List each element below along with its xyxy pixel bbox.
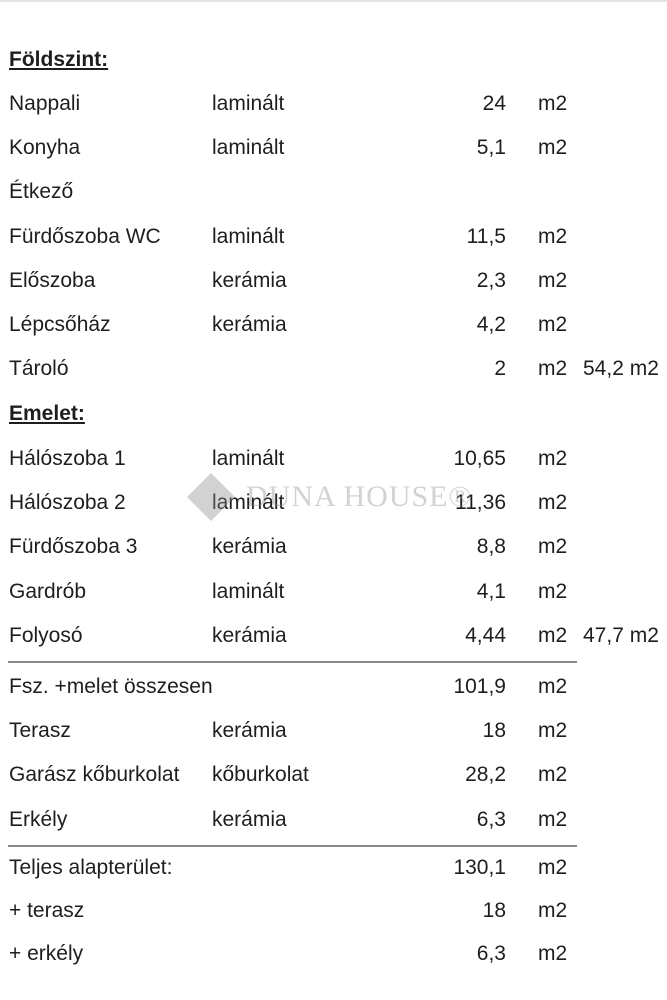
room-area: 101,9: [453, 675, 506, 698]
room-area: 5,1: [476, 136, 506, 160]
room-name: Garász kőburkolat: [9, 763, 180, 787]
section-heading: Emelet:: [0, 399, 667, 429]
room-name: + terasz: [9, 899, 85, 922]
area-unit: m2: [538, 357, 568, 381]
section-title: Emelet:: [9, 402, 85, 425]
room-material: laminált: [212, 447, 285, 470]
room-area: 8,8: [476, 535, 506, 559]
floor-total: 54,2 m2: [583, 357, 659, 381]
room-name: + erkély: [9, 942, 84, 965]
table-row: Tároló 2 m2 54,2 m2: [0, 354, 667, 384]
room-name: Teljes alapterület:: [9, 856, 173, 879]
room-name: Tároló: [9, 357, 69, 381]
section-heading: Földszint:: [0, 45, 667, 75]
area-unit: m2: [538, 224, 568, 248]
room-area: 18: [482, 719, 506, 743]
room-area: 10,65: [453, 447, 506, 470]
room-area: 11,36: [455, 491, 506, 515]
table-row: Előszoba kerámia 2,3 m2: [0, 266, 667, 296]
room-name: Fsz. +melet összesen: [9, 675, 213, 698]
table-row: Gardrób laminált 4,1 m2: [0, 577, 667, 607]
room-material: kőburkolat: [212, 763, 309, 787]
area-unit: m2: [538, 535, 568, 559]
room-name: Nappali: [9, 92, 81, 115]
divider-line: [8, 661, 577, 663]
table-row: Étkező: [0, 177, 667, 207]
table-row: Terasz kerámia 18 m2: [0, 716, 667, 746]
table-row: Fsz. +melet összesen 101,9 m2: [0, 672, 667, 702]
table-row: Teljes alapterület: 130,1 m2: [0, 853, 667, 883]
room-material: laminált: [212, 579, 285, 603]
room-name: Gardrób: [9, 579, 87, 603]
divider-line: [8, 845, 577, 847]
room-area: 6,3: [476, 807, 506, 831]
room-material: laminált: [212, 136, 285, 160]
room-name: Előszoba: [9, 268, 96, 292]
room-name: Fürdőszoba 3: [9, 535, 138, 559]
room-area: 2: [494, 357, 506, 381]
room-name: Hálószoba 1: [9, 447, 126, 470]
room-area: 28,2: [465, 763, 506, 787]
room-name: Terasz: [9, 719, 71, 743]
room-area: 130,1: [453, 856, 506, 879]
table-row: Lépcsőház kerámia 4,2 m2: [0, 310, 667, 340]
table-row: Hálószoba 2 laminált 11,36 m2: [0, 488, 667, 518]
room-material: laminált: [212, 224, 285, 248]
area-unit: m2: [538, 623, 568, 647]
table-row: Konyha laminált 5,1 m2: [0, 133, 667, 163]
table-row: Folyosó kerámia 4,44 m2 47,7 m2: [0, 621, 667, 651]
area-unit: m2: [538, 447, 568, 470]
area-unit: m2: [538, 268, 568, 292]
room-area: 24: [482, 92, 506, 115]
room-area: 4,44: [465, 623, 506, 647]
table-row: Fürdőszoba 3 kerámia 8,8 m2: [0, 532, 667, 562]
room-name: Erkély: [9, 807, 68, 831]
room-name: Konyha: [9, 136, 81, 160]
room-name: Folyosó: [9, 623, 83, 647]
area-unit: m2: [538, 807, 568, 831]
page-top-edge: [0, 0, 667, 2]
room-area: 6,3: [476, 942, 506, 965]
floor-total: 47,7 m2: [583, 623, 659, 647]
table-row: + terasz 18 m2: [0, 896, 667, 926]
room-material: laminált: [212, 92, 285, 115]
room-area: 4,2: [476, 313, 506, 336]
room-area: 18: [482, 899, 506, 922]
table-row: Hálószoba 1 laminált 10,65 m2: [0, 444, 667, 474]
room-material: kerámia: [212, 268, 287, 292]
area-unit: m2: [538, 763, 568, 787]
room-area: 11,5: [466, 224, 506, 248]
room-name: Fürdőszoba WC: [9, 224, 161, 248]
room-material: kerámia: [212, 719, 287, 743]
room-material: kerámia: [212, 623, 287, 647]
room-name: Lépcsőház: [9, 313, 111, 336]
table-row: Garász kőburkolat kőburkolat 28,2 m2: [0, 760, 667, 790]
area-unit: m2: [538, 313, 568, 336]
area-unit: m2: [538, 136, 568, 160]
table-row: Nappali laminált 24 m2: [0, 89, 667, 119]
room-name: Hálószoba 2: [9, 491, 126, 515]
table-row: Erkély kerámia 6,3 m2: [0, 805, 667, 835]
area-unit: m2: [538, 92, 568, 115]
area-unit: m2: [538, 856, 568, 879]
area-unit: m2: [538, 579, 568, 603]
room-material: kerámia: [212, 535, 287, 559]
area-unit: m2: [538, 942, 568, 965]
room-area: 2,3: [476, 268, 506, 292]
room-name: Étkező: [9, 180, 74, 204]
area-unit: m2: [538, 491, 568, 515]
room-area: 4,1: [476, 579, 506, 603]
area-unit: m2: [538, 899, 568, 922]
area-unit: m2: [538, 719, 568, 743]
area-unit: m2: [538, 675, 568, 698]
room-material: kerámia: [212, 313, 287, 336]
section-title: Földszint:: [9, 48, 109, 71]
table-row: + erkély 6,3 m2: [0, 939, 667, 969]
table-row: Fürdőszoba WC laminált 11,5 m2: [0, 222, 667, 252]
room-material: laminált: [212, 491, 285, 515]
room-material: kerámia: [212, 807, 287, 831]
